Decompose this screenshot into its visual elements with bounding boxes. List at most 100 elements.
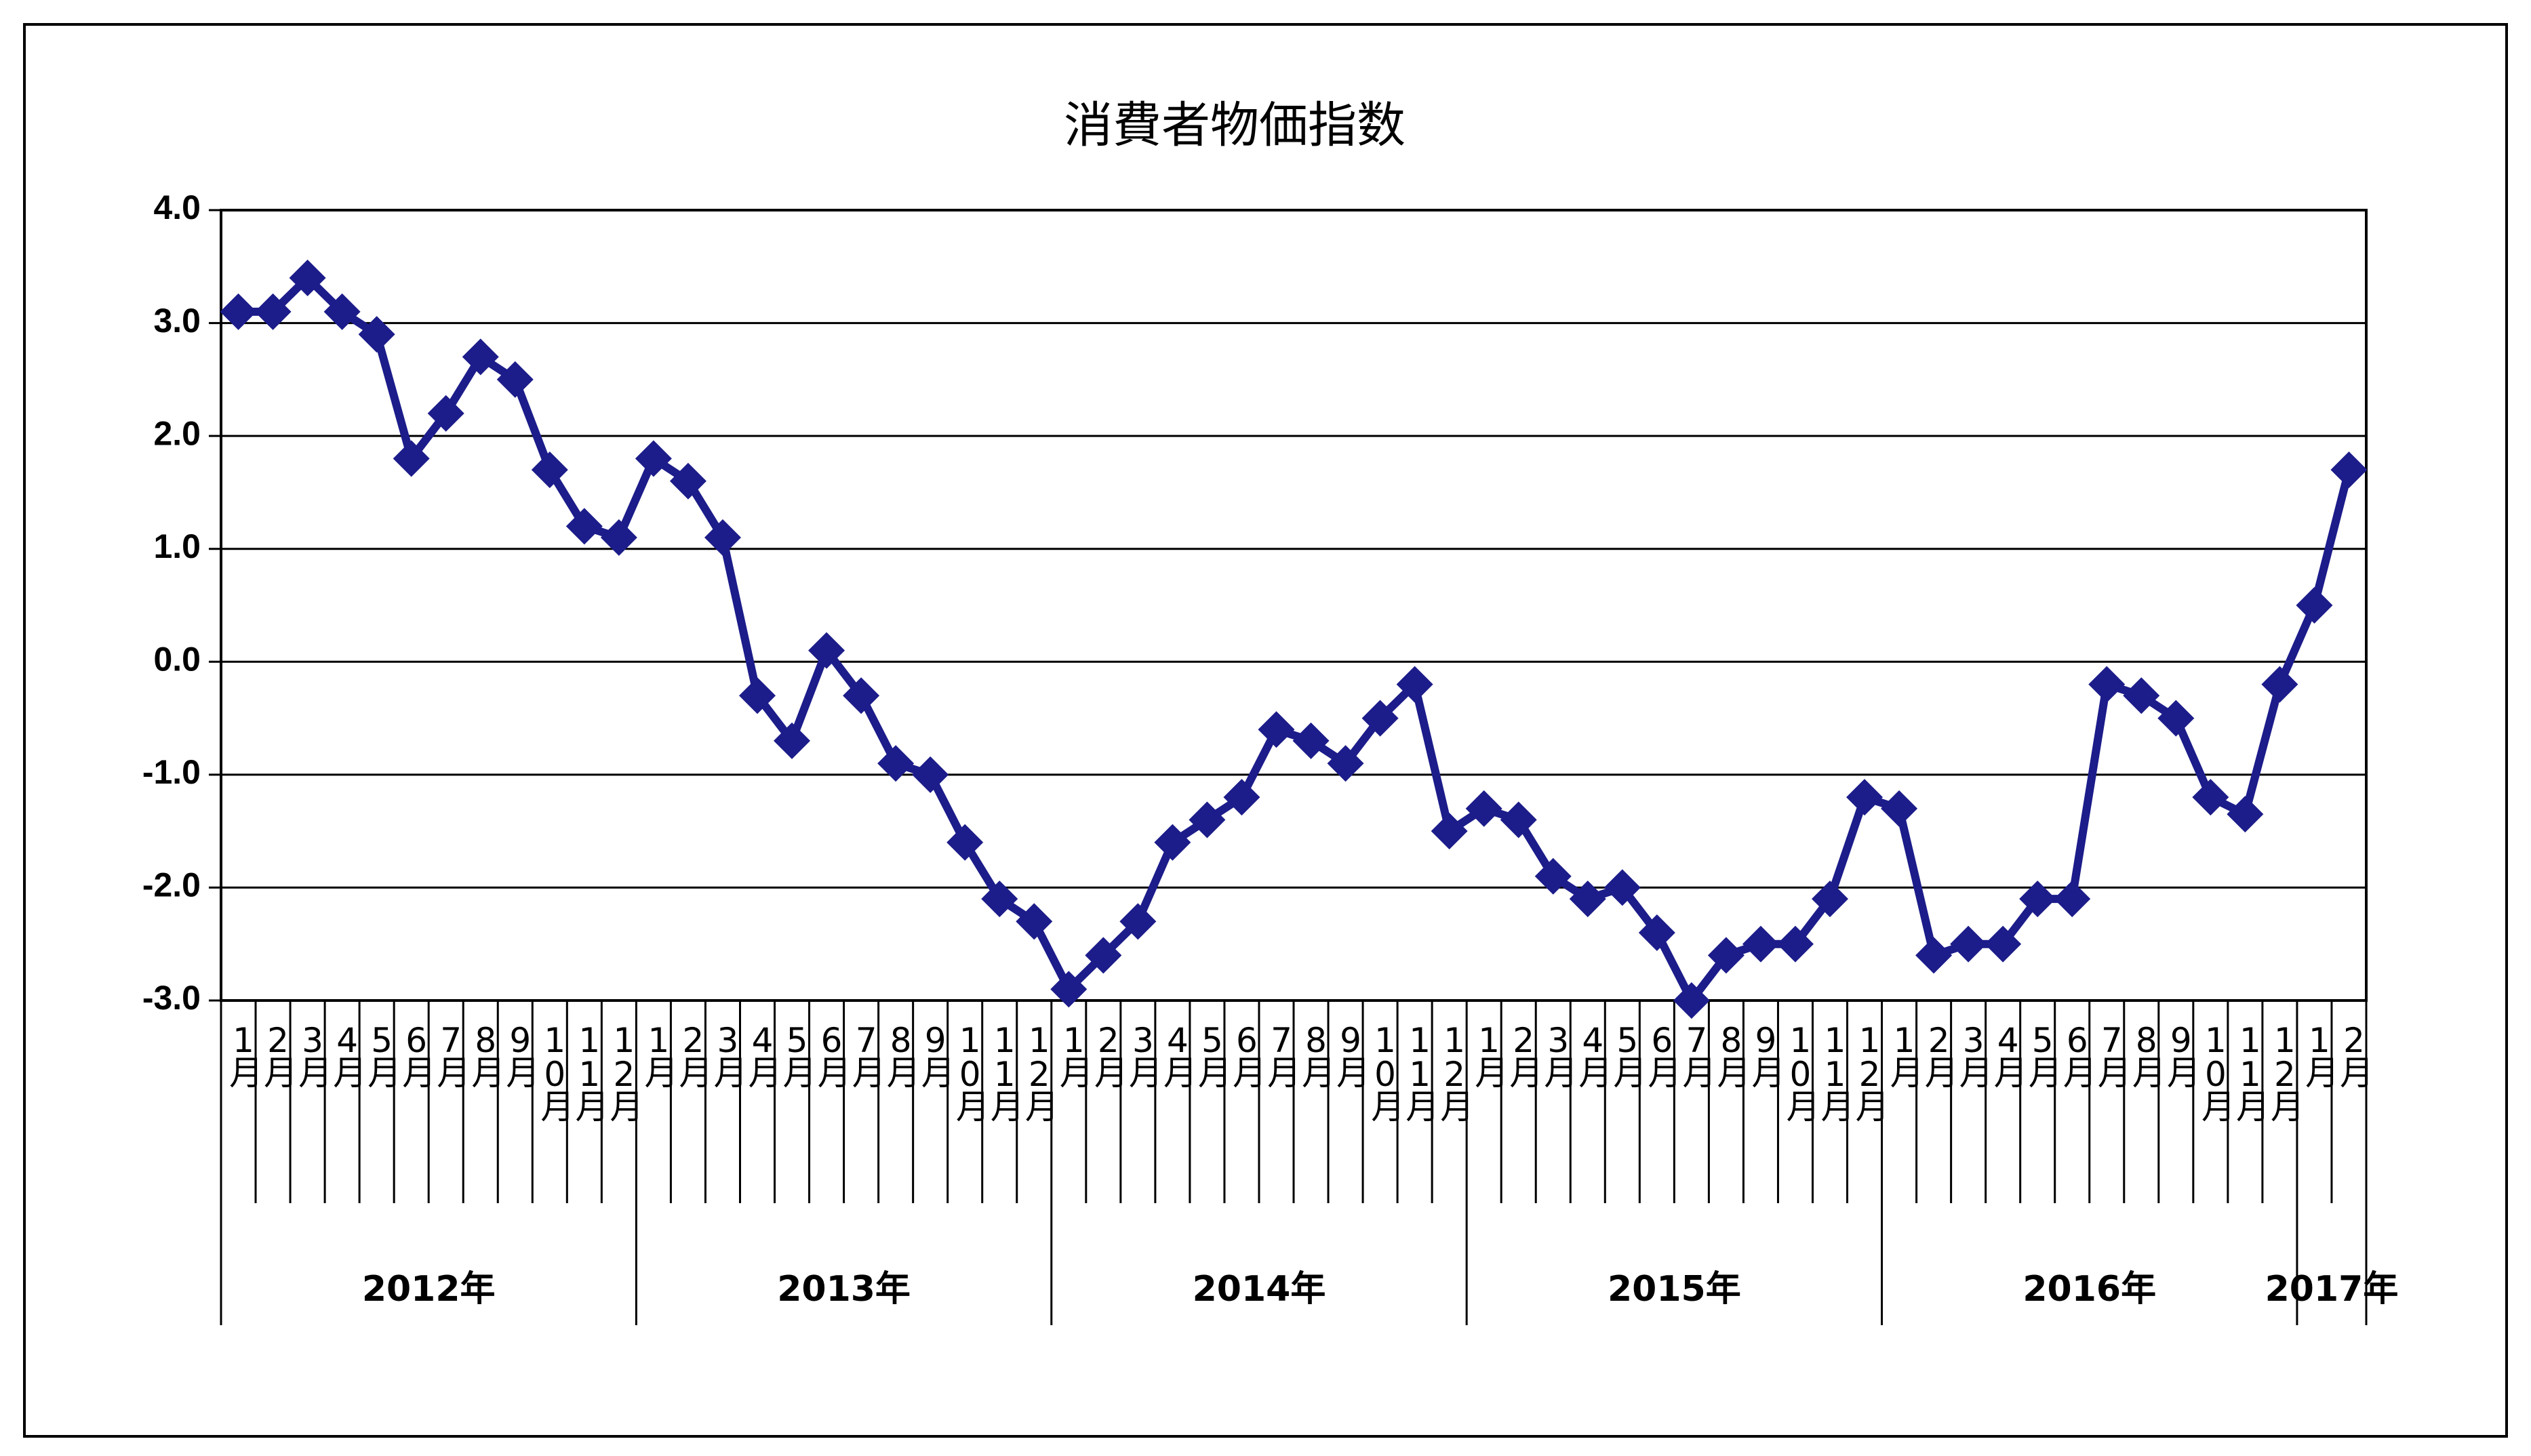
marker [1361, 700, 1399, 737]
marker [1292, 722, 1330, 759]
x-tick-label: 1月 [1469, 1021, 1509, 1088]
x-tick-label: 4月 [743, 1021, 782, 1088]
marker [1569, 881, 1606, 918]
x-tick-label: 1月 [224, 1021, 263, 1088]
marker [1915, 937, 1953, 974]
x-tick-label: 11月 [570, 1021, 609, 1122]
x-tick-label: 2月 [1919, 1021, 1959, 1088]
x-tick-label: 10月 [1780, 1021, 1820, 1122]
marker [1673, 982, 1710, 1019]
marker [704, 519, 741, 557]
marker [1707, 937, 1745, 974]
x-tick-label: 10月 [2196, 1021, 2235, 1122]
x-tick-label: 1月 [2300, 1021, 2339, 1088]
marker [1223, 779, 1260, 816]
marker [462, 338, 499, 376]
x-tick-label: 8月 [1711, 1021, 1751, 1088]
marker [531, 451, 568, 489]
x-tick-label: 4月 [1989, 1021, 2028, 1088]
x-tick-label: 7月 [1262, 1021, 1301, 1088]
marker [1119, 903, 1157, 940]
marker [1846, 779, 1884, 816]
marker [496, 361, 534, 398]
x-tick-label: 2月 [2334, 1021, 2374, 1088]
x-tick-label: 3月 [1538, 1021, 1578, 1088]
year-label: 2014年 [1193, 1269, 1326, 1310]
y-tick-label: 2.0 [153, 414, 201, 452]
marker [2123, 677, 2160, 714]
y-tick-label: 4.0 [153, 188, 201, 226]
marker [565, 508, 603, 545]
x-tick-label: 8月 [1296, 1021, 1336, 1088]
x-tick-label: 5月 [1193, 1021, 1232, 1088]
marker [2227, 796, 2264, 833]
marker [254, 293, 292, 330]
year-label: 2016年 [2022, 1269, 2156, 1310]
x-tick-label: 7月 [1677, 1021, 1716, 1088]
x-tick-label: 2月 [1089, 1021, 1128, 1088]
x-tick-label: 8月 [881, 1021, 921, 1088]
marker [981, 881, 1018, 918]
x-tick-label: 2月 [673, 1021, 713, 1088]
x-tick-label: 3月 [1954, 1021, 1993, 1088]
marker [2088, 666, 2126, 703]
x-tick-label: 1月 [639, 1021, 678, 1088]
x-tick-label: 11月 [985, 1021, 1024, 1122]
marker [1431, 813, 1468, 850]
marker [1534, 857, 1572, 895]
marker [2192, 779, 2229, 816]
x-tick-label: 3月 [293, 1021, 332, 1088]
x-tick-label: 2月 [258, 1021, 298, 1088]
x-tick-label: 10月 [1366, 1021, 1405, 1122]
marker [1950, 925, 1987, 963]
x-tick-label: 12月 [2265, 1021, 2305, 1122]
x-tick-label: 5月 [778, 1021, 817, 1088]
x-tick-label: 5月 [2023, 1021, 2062, 1088]
x-tick-label: 9月 [500, 1021, 540, 1088]
marker [1016, 903, 1053, 940]
x-tick-label: 7月 [2092, 1021, 2132, 1088]
marker [877, 745, 915, 782]
marker [1985, 925, 2022, 963]
marker [427, 395, 464, 432]
x-tick-label: 4月 [1158, 1021, 1197, 1088]
y-tick-label: -2.0 [142, 866, 201, 904]
marker [1776, 925, 1814, 963]
marker [1189, 801, 1226, 838]
x-tick-label: 6月 [812, 1021, 852, 1088]
marker [808, 632, 845, 669]
marker [1465, 790, 1502, 827]
x-tick-label: 9月 [1331, 1021, 1370, 1088]
marker [2019, 881, 2056, 918]
year-label: 2012年 [362, 1269, 496, 1310]
x-tick-label: 8月 [2127, 1021, 2166, 1088]
marker [289, 259, 326, 296]
plot-area [220, 209, 2368, 1002]
x-tick-label: 12月 [604, 1021, 643, 1122]
marker [393, 440, 430, 477]
marker [946, 824, 984, 861]
x-tick-label: 12月 [1435, 1021, 1474, 1122]
x-tick-label: 1月 [1885, 1021, 1924, 1088]
x-tick-label: 6月 [2058, 1021, 2097, 1088]
y-tick-label: 0.0 [153, 640, 201, 678]
marker [739, 677, 776, 714]
x-tick-label: 10月 [951, 1021, 990, 1122]
y-tick-label: -3.0 [142, 979, 201, 1017]
x-tick-label: 3月 [708, 1021, 747, 1088]
x-tick-label: 9月 [2161, 1021, 2201, 1088]
marker [1742, 925, 1779, 963]
x-tick-label: 12月 [1020, 1021, 1059, 1122]
x-tick-label: 7月 [847, 1021, 886, 1088]
marker [1258, 711, 1295, 748]
x-tick-label: 6月 [397, 1021, 436, 1088]
x-tick-label: 12月 [1850, 1021, 1890, 1122]
x-tick-label: 4月 [1573, 1021, 1612, 1088]
year-label: 2015年 [1608, 1269, 1741, 1310]
marker [1085, 937, 1122, 974]
x-tick-label: 4月 [327, 1021, 367, 1088]
y-tick-label: 3.0 [153, 302, 201, 340]
marker [2157, 700, 2195, 737]
y-tick-label: -1.0 [142, 753, 201, 791]
